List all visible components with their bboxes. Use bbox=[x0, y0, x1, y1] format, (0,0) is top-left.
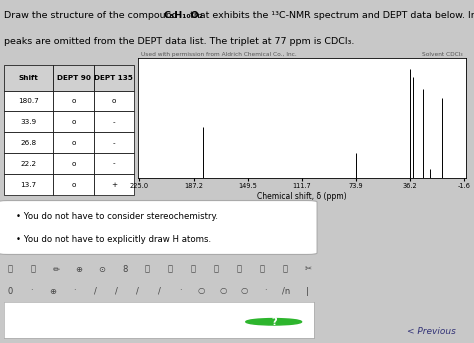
Text: ·: · bbox=[264, 286, 266, 296]
Text: 📋: 📋 bbox=[260, 264, 264, 273]
Text: ○: ○ bbox=[198, 286, 205, 296]
Bar bbox=[4, 132, 54, 153]
Text: + positive peak: + positive peak bbox=[9, 201, 62, 207]
Text: 🔍: 🔍 bbox=[283, 264, 287, 273]
Text: /: / bbox=[157, 286, 160, 296]
Text: - negative peak: - negative peak bbox=[9, 215, 62, 221]
Text: ?: ? bbox=[271, 317, 276, 327]
Text: ⊙: ⊙ bbox=[98, 264, 105, 273]
Text: ·: · bbox=[30, 286, 33, 296]
Text: o: o bbox=[112, 98, 116, 104]
Text: -: - bbox=[112, 161, 115, 167]
Text: ⌒: ⌒ bbox=[168, 264, 173, 273]
Text: -: - bbox=[112, 140, 115, 146]
Text: 🖌: 🖌 bbox=[8, 264, 13, 273]
Text: 180.7: 180.7 bbox=[18, 98, 39, 104]
Text: /n: /n bbox=[283, 286, 291, 296]
Bar bbox=[54, 153, 94, 174]
Bar bbox=[54, 132, 94, 153]
Text: DEPT 90: DEPT 90 bbox=[56, 74, 91, 81]
Text: • You do not have to explicitly draw H atoms.: • You do not have to explicitly draw H a… bbox=[17, 235, 211, 244]
Text: peaks are omitted from the DEPT data list. The triplet at 77 ppm is CDCl₃.: peaks are omitted from the DEPT data lis… bbox=[4, 37, 354, 47]
Text: 33.9: 33.9 bbox=[21, 119, 37, 125]
Text: DEPT 135: DEPT 135 bbox=[94, 74, 133, 81]
Text: o: o bbox=[72, 119, 76, 125]
Text: 8: 8 bbox=[122, 264, 128, 273]
Text: 0: 0 bbox=[8, 286, 13, 296]
Text: 🔍: 🔍 bbox=[214, 264, 219, 273]
Text: /: / bbox=[94, 286, 97, 296]
Bar bbox=[4, 174, 54, 195]
Bar bbox=[94, 91, 134, 111]
Text: /: / bbox=[115, 286, 118, 296]
Text: o: o bbox=[72, 140, 76, 146]
Bar bbox=[54, 64, 94, 91]
FancyBboxPatch shape bbox=[0, 201, 317, 255]
Text: < Previous: < Previous bbox=[407, 327, 456, 335]
Text: +: + bbox=[111, 181, 117, 188]
Bar bbox=[94, 111, 134, 132]
Text: o  no peak: o no peak bbox=[9, 230, 45, 236]
Text: ·: · bbox=[179, 286, 182, 296]
Text: Draw the structure of the compound: Draw the structure of the compound bbox=[4, 11, 181, 20]
Text: o: o bbox=[72, 161, 76, 167]
Text: C₅H₁₀O₂: C₅H₁₀O₂ bbox=[164, 11, 203, 20]
Text: Shift: Shift bbox=[19, 74, 38, 81]
Bar bbox=[4, 64, 54, 91]
Bar bbox=[54, 111, 94, 132]
Text: ⊕: ⊕ bbox=[75, 264, 82, 273]
Text: -: - bbox=[112, 119, 115, 125]
Text: |: | bbox=[306, 286, 309, 296]
Text: Used with permission from Aldrich Chemical Co., Inc.: Used with permission from Aldrich Chemic… bbox=[141, 52, 297, 57]
Bar bbox=[4, 111, 54, 132]
Text: ·: · bbox=[73, 286, 75, 296]
Bar bbox=[4, 91, 54, 111]
Circle shape bbox=[246, 319, 301, 325]
Bar bbox=[54, 91, 94, 111]
X-axis label: Chemical shift, δ (ppm): Chemical shift, δ (ppm) bbox=[257, 192, 347, 201]
Text: ⌒: ⌒ bbox=[145, 264, 150, 273]
Text: 26.8: 26.8 bbox=[21, 140, 37, 146]
Text: ⊕: ⊕ bbox=[49, 286, 56, 296]
Bar bbox=[94, 64, 134, 91]
Text: ✏: ✏ bbox=[53, 264, 59, 273]
Bar bbox=[94, 132, 134, 153]
Text: 🔁: 🔁 bbox=[31, 264, 36, 273]
Text: 🔍: 🔍 bbox=[191, 264, 196, 273]
Bar bbox=[94, 153, 134, 174]
Text: 13.7: 13.7 bbox=[21, 181, 37, 188]
Text: Solvent CDCl₃: Solvent CDCl₃ bbox=[422, 52, 463, 57]
Text: /: / bbox=[137, 286, 139, 296]
Text: o: o bbox=[72, 181, 76, 188]
Text: o: o bbox=[72, 98, 76, 104]
Bar bbox=[94, 174, 134, 195]
Text: ○: ○ bbox=[219, 286, 227, 296]
Text: 22.2: 22.2 bbox=[21, 161, 37, 167]
Text: • You do not have to consider stereochemistry.: • You do not have to consider stereochem… bbox=[17, 212, 219, 221]
Bar bbox=[4, 153, 54, 174]
Bar bbox=[54, 174, 94, 195]
Text: that exhibits the ¹³C-NMR spectrum and DEPT data below. Impurity: that exhibits the ¹³C-NMR spectrum and D… bbox=[187, 11, 474, 20]
Text: ✂: ✂ bbox=[304, 264, 311, 273]
Text: 🔍: 🔍 bbox=[237, 264, 242, 273]
Text: ○: ○ bbox=[240, 286, 247, 296]
